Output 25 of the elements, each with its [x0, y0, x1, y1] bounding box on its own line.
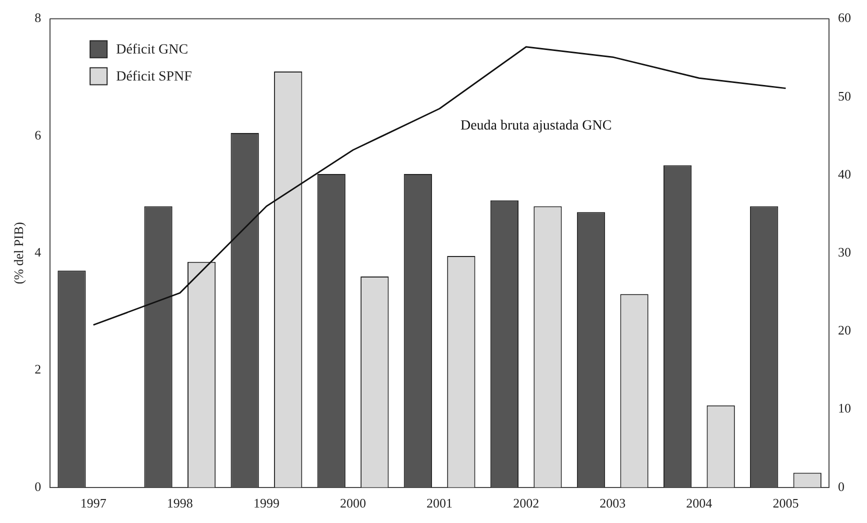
y-tick-label: 6: [34, 127, 42, 142]
y2-tick-label: 50: [838, 88, 851, 104]
y-axis-title: (% del PIB): [11, 222, 26, 284]
legend-label: Déficit GNC: [116, 42, 188, 58]
y2-tick-label: 10: [838, 400, 851, 416]
y2-tick-label: 30: [838, 244, 851, 260]
x-tick-label: 2002: [513, 496, 540, 511]
x-tick-label: 2001: [426, 496, 453, 511]
y2-tick-label: 60: [838, 10, 851, 26]
y2-tick-label: 20: [838, 322, 851, 338]
x-tick-label: 2004: [686, 496, 713, 511]
y2-tick-label: 0: [838, 478, 844, 494]
series-label: Deuda bruta ajustada GNC: [460, 118, 612, 134]
y-tick-label: 8: [34, 10, 42, 26]
y-tick-label: 0: [34, 478, 42, 494]
x-tick-label: 2005: [772, 496, 799, 511]
legend-label: Déficit SPNF: [116, 69, 192, 84]
x-tick-label: 2000: [340, 496, 366, 511]
x-tick-label: 1997: [80, 496, 107, 511]
y-tick-label: 2: [34, 362, 42, 377]
x-tick-label: 1999: [253, 496, 280, 511]
x-tick-label: 1998: [166, 496, 193, 511]
y-tick-label: 4: [34, 244, 42, 260]
x-tick-label: 2003: [600, 496, 626, 511]
y2-tick-label: 40: [838, 166, 851, 182]
